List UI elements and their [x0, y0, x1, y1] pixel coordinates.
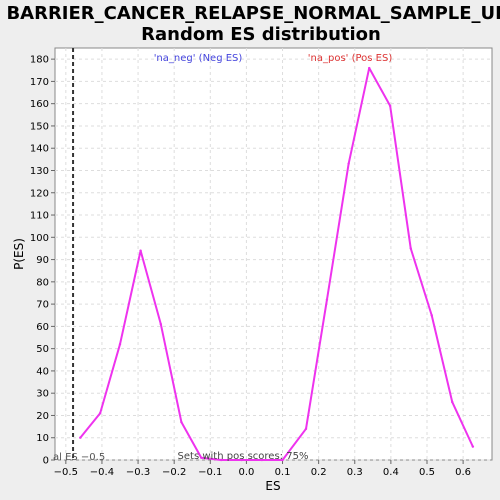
- data-point: [409, 247, 412, 250]
- x-tick-label: −0.2: [162, 467, 186, 478]
- x-axis-title: ES: [265, 479, 280, 493]
- data-point: [98, 412, 102, 415]
- data-point: [388, 104, 392, 108]
- chart-title-line1: BARRIER_CANCER_RELAPSE_NORMAL_SAMPLE_UP:: [6, 3, 500, 24]
- data-point: [240, 458, 243, 462]
- data-point: [471, 445, 475, 448]
- chart-title-line2: Random ES distribution: [141, 24, 381, 45]
- y-axis-title: P(ES): [12, 238, 26, 270]
- data-point: [118, 342, 122, 346]
- x-tick-label: 0.2: [311, 467, 327, 478]
- footer-label: Sets with pos scores: 75%: [178, 451, 309, 462]
- y-tick-label: 100: [30, 233, 49, 244]
- data-point: [451, 400, 454, 404]
- x-tick-label: 0.1: [275, 467, 291, 478]
- data-point: [304, 427, 308, 431]
- data-point: [281, 458, 284, 462]
- y-tick-label: 110: [30, 211, 49, 222]
- x-tick-label: 0.6: [455, 467, 471, 478]
- y-tick-label: 80: [36, 277, 49, 288]
- y-tick-label: 40: [36, 366, 49, 377]
- y-tick-label: 0: [43, 456, 49, 467]
- data-point: [159, 322, 163, 326]
- actual-es-label: al ES −0.5: [53, 452, 105, 463]
- y-tick-label: 140: [30, 144, 49, 155]
- neg-label: 'na_neg' (Neg ES): [154, 53, 243, 64]
- x-tick-label: 0.5: [419, 467, 435, 478]
- series-line: [79, 67, 474, 461]
- y-tick-label: 90: [36, 255, 49, 266]
- data-point: [219, 458, 223, 462]
- series-group: [79, 66, 475, 462]
- data-point: [325, 298, 329, 301]
- pos-label: 'na_pos' (Pos ES): [308, 53, 393, 64]
- y-tick-label: 130: [30, 166, 49, 177]
- data-point: [430, 314, 433, 317]
- y-tick-label: 60: [36, 322, 49, 333]
- data-point: [180, 420, 183, 424]
- x-tick-label: −0.1: [198, 467, 222, 478]
- data-point: [347, 162, 350, 166]
- y-tick-label: 150: [30, 121, 49, 132]
- data-point: [260, 458, 264, 462]
- x-tick-label: 0.3: [347, 467, 363, 478]
- x-tick-label: −0.3: [126, 467, 150, 478]
- plot-area: [54, 47, 493, 461]
- y-tick-label: 120: [30, 188, 49, 199]
- y-axis: 0 10 20 30 40 50 60 70 80 90 100 110 120 130 140 150 160…: [30, 55, 55, 467]
- y-tick-label: 160: [30, 99, 49, 110]
- data-point: [139, 249, 142, 252]
- x-tick-label: −0.5: [54, 467, 78, 478]
- grid-lines: [55, 48, 492, 461]
- y-tick-label: 10: [36, 433, 49, 444]
- y-tick-label: 30: [36, 389, 49, 400]
- x-axis: −0.5 −0.4 −0.3 −0.2 −0.1 0.0 0.1 0.2 0.3 0.4 0.5 0.…: [54, 460, 471, 478]
- y-tick-label: 20: [36, 411, 49, 422]
- data-point: [79, 436, 82, 439]
- data-point: [200, 456, 203, 459]
- data-point: [368, 66, 371, 70]
- x-tick-label: 0.4: [383, 467, 399, 478]
- x-tick-label: 0.0: [238, 467, 254, 478]
- y-tick-label: 180: [30, 55, 49, 66]
- y-tick-label: 70: [36, 300, 49, 311]
- y-tick-label: 170: [30, 77, 49, 88]
- x-tick-label: −0.4: [90, 467, 114, 478]
- y-tick-label: 50: [36, 344, 49, 355]
